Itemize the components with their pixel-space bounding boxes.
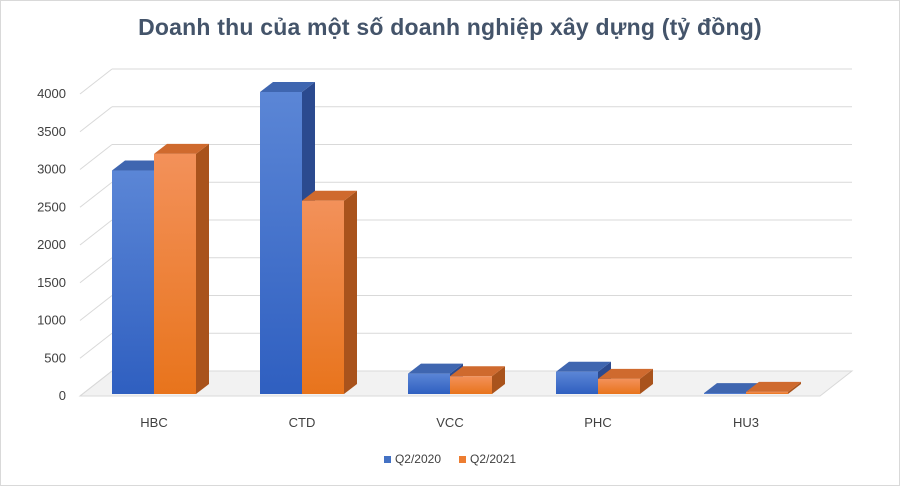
bar-hu3-series-2 <box>746 391 788 394</box>
gridline-side <box>79 144 113 170</box>
y-tick-label: 500 <box>44 350 66 365</box>
bar-hu3-series-1-top <box>704 383 759 394</box>
legend-swatch-series-2 <box>459 455 466 463</box>
bar-hu3-series-1 <box>704 393 746 394</box>
bar-hbc-series-2-top <box>154 143 209 154</box>
legend-item-series-1: Q2/2020 <box>383 452 441 466</box>
gridline-side <box>79 219 113 246</box>
bar-hbc-series-2 <box>154 153 196 394</box>
gridline-side <box>79 106 113 133</box>
bar-hu3-series-2-top <box>746 381 801 392</box>
bar-phc-series-1-top <box>556 361 611 372</box>
bar-ctd-series-1-top <box>260 82 315 92</box>
chart-legend: Q2/2020 Q2/2021 <box>0 452 900 466</box>
bar-vcc-series-2-side <box>492 366 505 394</box>
x-tick-label: VCC <box>436 415 463 430</box>
bar-phc-series-2-top <box>598 368 653 379</box>
gridline-side <box>79 257 113 284</box>
bar-vcc-series-1 <box>408 373 450 394</box>
x-tick-label: PHC <box>584 415 611 430</box>
y-tick-label: 0 <box>59 388 66 403</box>
y-tick-label: 2500 <box>37 199 66 214</box>
legend-item-series-2: Q2/2021 <box>459 452 516 466</box>
bar-phc-series-2 <box>598 378 640 394</box>
y-tick-label: 3500 <box>37 124 66 139</box>
x-tick-label: HBC <box>140 415 167 430</box>
bar-hbc-series-1-top <box>112 160 167 171</box>
chart-title: Doanh thu của một số doanh nghiệp xây dự… <box>138 14 762 40</box>
bar-ctd-series-1 <box>260 92 302 394</box>
legend-label-series-2: Q2/2021 <box>470 452 517 466</box>
gridline-side <box>79 332 113 359</box>
x-tick-label: HU3 <box>733 415 759 430</box>
legend-swatch-series-1 <box>383 455 391 463</box>
bar-ctd-series-2 <box>302 200 344 394</box>
gridline-side <box>79 68 113 95</box>
bar-hbc-series-1 <box>112 170 154 394</box>
y-tick-label: 2000 <box>37 237 66 252</box>
y-tick-label: 4000 <box>37 86 66 101</box>
bar-vcc-series-2-top <box>450 366 505 377</box>
bar-vcc-series-1-top <box>408 363 463 374</box>
bar-ctd-series-2-top <box>302 190 357 201</box>
y-tick-label: 1000 <box>37 313 66 328</box>
gridline-side <box>79 295 113 321</box>
gridline-side <box>79 370 113 397</box>
y-tick-label: 1500 <box>37 275 66 290</box>
x-tick-label: CTD <box>289 415 316 430</box>
y-tick-label: 3000 <box>37 162 66 177</box>
bar-vcc-series-2 <box>450 376 492 394</box>
gridline-side <box>79 181 113 208</box>
bar-hu3-series-2-side <box>788 381 801 394</box>
bar-ctd-series-2-side <box>344 190 357 394</box>
bar-phc-series-1 <box>556 371 598 394</box>
bar-phc-series-2-side <box>640 368 653 394</box>
legend-label-series-1: Q2/2020 <box>394 452 441 466</box>
bar-hbc-series-2-side <box>196 143 209 394</box>
